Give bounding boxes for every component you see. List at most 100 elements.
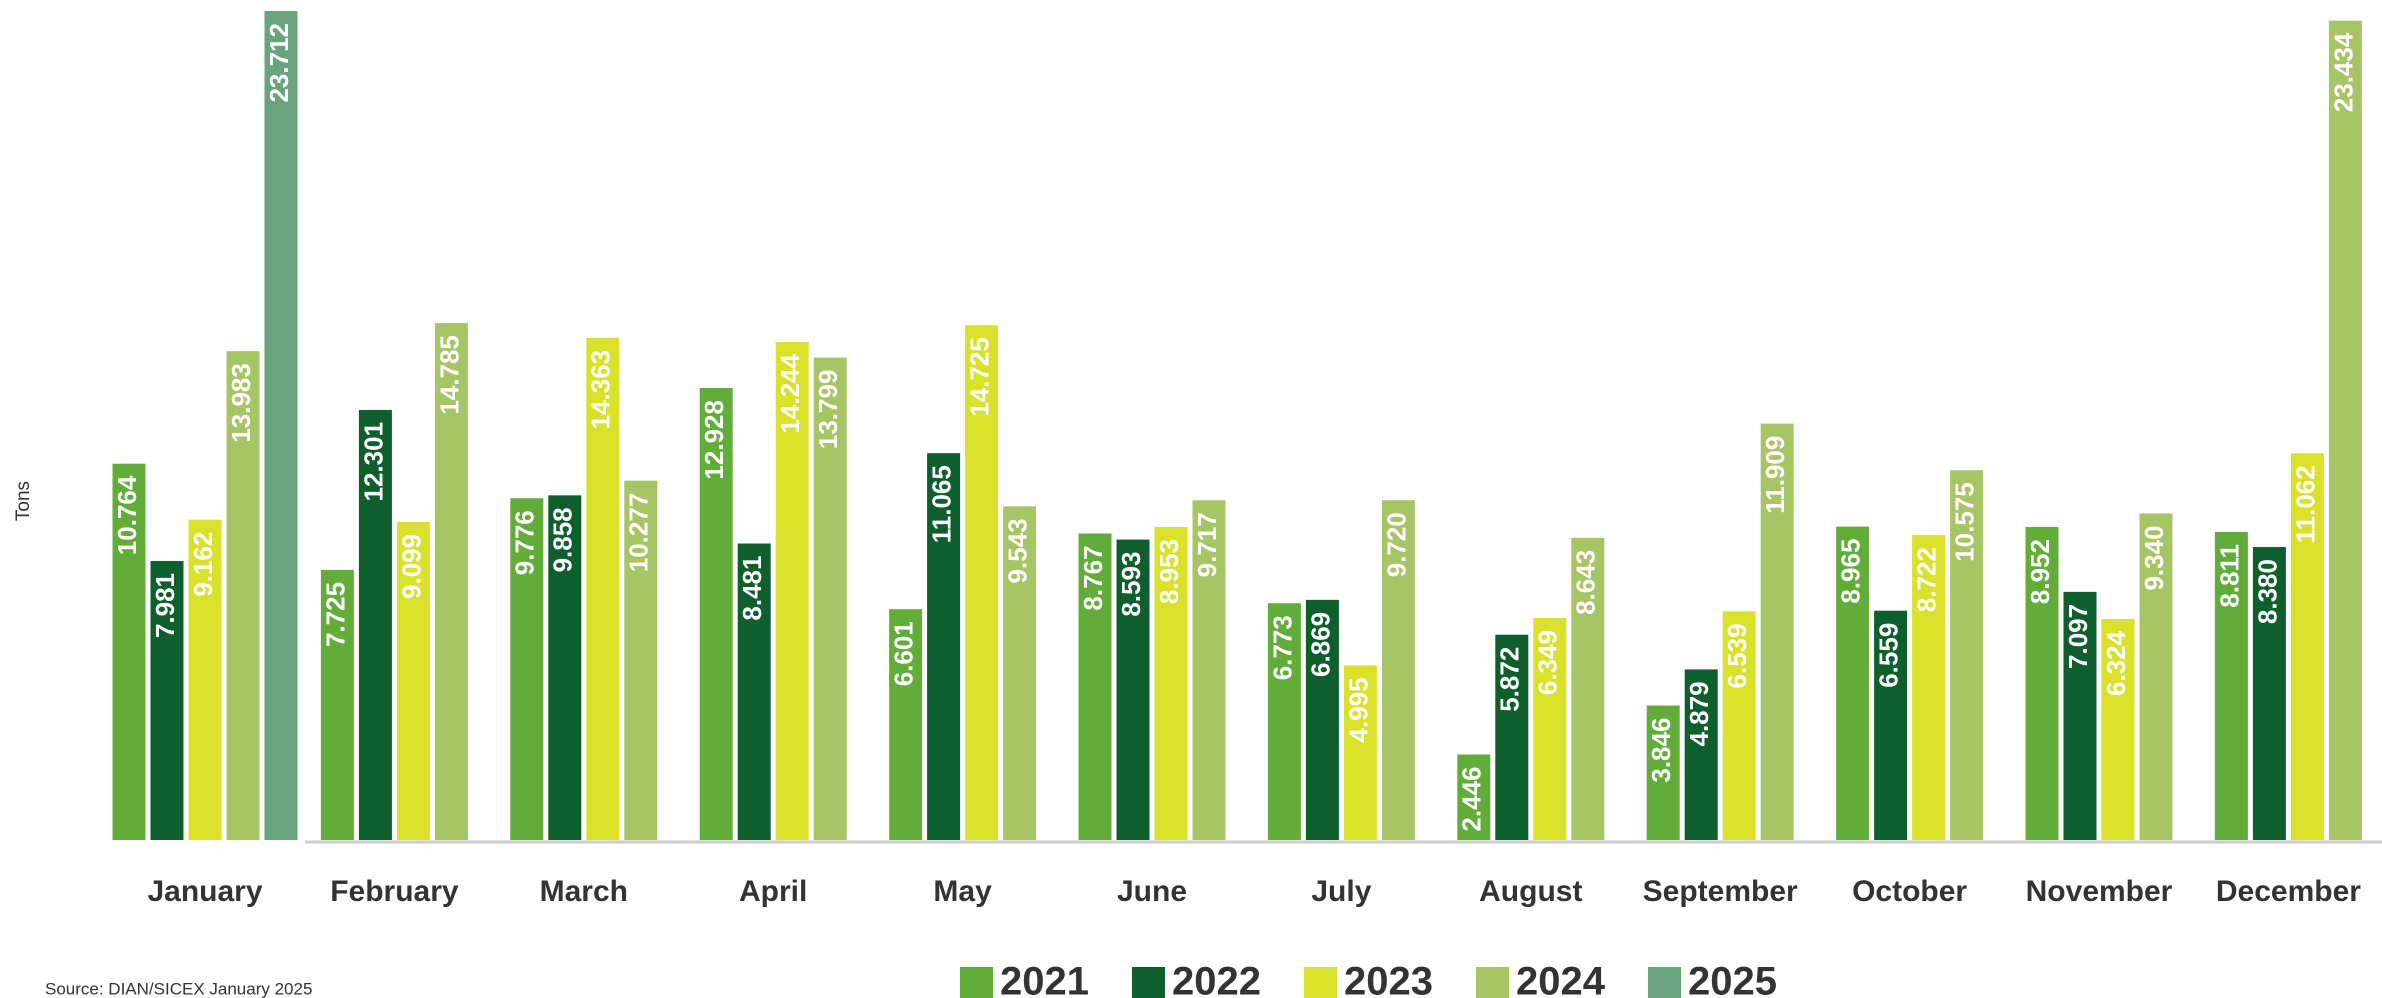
- value-label: 6.773: [1267, 615, 1297, 680]
- bar: [2214, 531, 2248, 840]
- bar: [586, 337, 620, 840]
- x-tick-label: December: [2216, 875, 2361, 908]
- bar: [1457, 754, 1491, 840]
- value-label: 8.380: [2252, 559, 2282, 624]
- x-tick-label: March: [540, 875, 628, 908]
- value-label: 9.720: [1381, 512, 1411, 577]
- value-label: 10.575: [1949, 482, 1979, 562]
- x-tick-label: August: [1479, 875, 1582, 908]
- value-label: 8.593: [1116, 552, 1146, 617]
- value-label: 6.559: [1873, 623, 1903, 688]
- value-label: 8.953: [1154, 539, 1184, 604]
- legend-swatch: [960, 967, 993, 998]
- value-label: 12.301: [358, 422, 388, 502]
- value-label: 9.543: [1002, 518, 1032, 583]
- bar: [1154, 526, 1188, 840]
- value-label: 12.928: [699, 400, 729, 480]
- value-label: 6.349: [1533, 630, 1563, 695]
- bar: [1950, 470, 1984, 840]
- x-tick-label: April: [739, 875, 807, 908]
- bar: [1381, 500, 1415, 840]
- y-axis-label: Tons: [13, 481, 34, 521]
- x-tick-label: January: [147, 875, 262, 908]
- bar: [150, 560, 184, 840]
- bar: [226, 351, 260, 840]
- bar: [927, 453, 961, 840]
- bar: [2025, 527, 2059, 840]
- bar: [548, 495, 582, 840]
- value-label: 9.717: [1192, 512, 1222, 577]
- bar: [1874, 610, 1908, 840]
- bar: [1267, 603, 1301, 840]
- legend-swatch: [1304, 967, 1337, 998]
- legend-label: 2024: [1516, 960, 1606, 998]
- value-label: 2.446: [1457, 766, 1487, 831]
- legend-swatch: [1648, 967, 1681, 998]
- legend-label: 2025: [1688, 960, 1777, 998]
- value-label: 4.995: [1343, 677, 1373, 742]
- legend-label: 2022: [1172, 960, 1261, 998]
- value-label: 4.879: [1684, 681, 1714, 746]
- bar: [965, 325, 999, 841]
- bar: [1116, 539, 1150, 840]
- x-tick-label: September: [1643, 875, 1798, 908]
- legend-swatch: [1132, 967, 1165, 998]
- value-label: 13.983: [226, 363, 256, 443]
- bar: [1533, 618, 1567, 840]
- bar: [264, 11, 298, 840]
- value-label: 8.952: [2025, 539, 2055, 604]
- bar: [2328, 20, 2362, 840]
- bar: [889, 609, 923, 840]
- value-label: 3.846: [1646, 718, 1676, 783]
- bar: [1722, 611, 1756, 840]
- source-note: Source: DIAN/SICEX January 2025: [45, 979, 312, 998]
- bar: [396, 521, 430, 840]
- value-label: 6.324: [2101, 630, 2131, 696]
- x-tick-label: October: [1852, 875, 1967, 908]
- bar: [1078, 533, 1112, 840]
- bar: [2252, 547, 2286, 840]
- bar: [624, 480, 658, 840]
- bar: [775, 342, 809, 840]
- value-label: 14.725: [964, 337, 994, 417]
- bar: [1192, 500, 1226, 840]
- bar: [2101, 618, 2135, 840]
- value-label: 9.776: [510, 510, 540, 575]
- legend-label: 2023: [1344, 960, 1433, 998]
- value-label: 9.858: [548, 507, 578, 572]
- value-label: 8.643: [1571, 550, 1601, 615]
- legend-label: 2021: [1000, 960, 1089, 998]
- value-label: 6.869: [1305, 612, 1335, 677]
- value-label: 10.277: [624, 493, 654, 573]
- value-label: 6.539: [1722, 623, 1752, 688]
- bar: [2063, 591, 2097, 840]
- bar: [1003, 506, 1037, 840]
- value-label: 14.785: [434, 335, 464, 415]
- bar: [2290, 453, 2324, 840]
- bar: [1343, 665, 1377, 840]
- value-label: 9.340: [2139, 525, 2169, 590]
- bar: [1836, 526, 1870, 840]
- bar: [510, 498, 544, 840]
- bar: [1305, 599, 1339, 840]
- value-label: 8.811: [2214, 544, 2244, 608]
- value-label: 14.244: [775, 353, 805, 433]
- value-label: 7.725: [320, 582, 350, 647]
- value-label: 11.909: [1760, 436, 1790, 514]
- value-label: 9.162: [188, 532, 218, 597]
- bar: [2139, 513, 2173, 840]
- bar: [112, 463, 146, 840]
- x-tick-label: July: [1311, 875, 1371, 908]
- value-label: 5.872: [1495, 647, 1525, 712]
- value-label: 10.764: [112, 475, 142, 555]
- value-label: 8.767: [1078, 545, 1108, 610]
- value-label: 8.965: [1835, 539, 1865, 604]
- x-tick-label: November: [2026, 875, 2173, 908]
- x-tick-label: February: [330, 875, 459, 908]
- value-label: 7.981: [150, 573, 180, 638]
- legend-swatch: [1476, 967, 1509, 998]
- bar: [1571, 537, 1605, 840]
- bar: [699, 388, 733, 840]
- value-label: 6.601: [888, 621, 918, 686]
- bar: [1912, 535, 1946, 840]
